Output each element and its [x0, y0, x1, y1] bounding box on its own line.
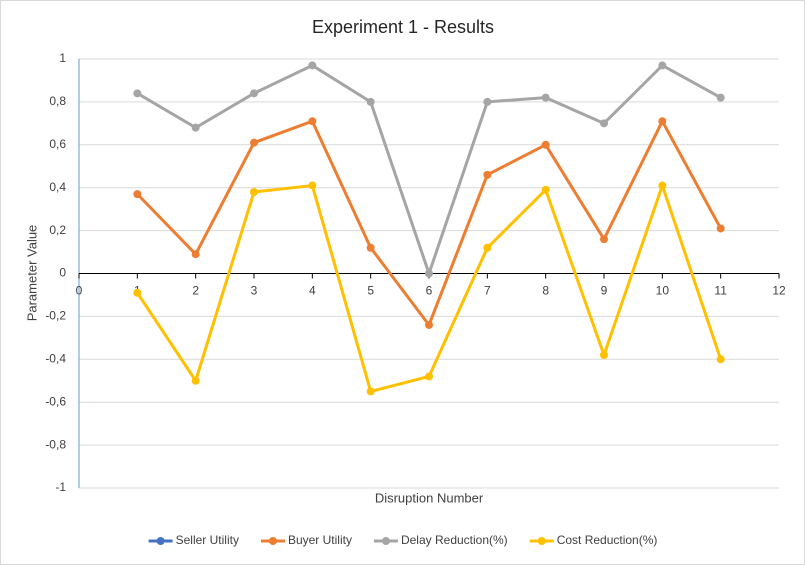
data-point: [308, 181, 317, 190]
legend-marker: [381, 537, 390, 545]
legend-item: Cost Reduction(%): [529, 533, 658, 547]
data-point: [308, 117, 317, 126]
x-tick-label: 9: [601, 284, 608, 298]
data-point: [425, 320, 433, 329]
data-point: [541, 185, 550, 194]
x-tick-label: 10: [656, 284, 670, 298]
data-point: [366, 387, 375, 396]
x-tick-label: 8: [542, 284, 549, 298]
y-tick-label: 0,8: [49, 94, 66, 108]
chart-title: Experiment 1 - Results: [312, 17, 494, 37]
legend-marker: [537, 537, 546, 545]
data-point: [133, 288, 142, 297]
data-point: [191, 376, 200, 385]
y-tick-label: 0: [59, 266, 66, 280]
data-point: [191, 250, 200, 259]
data-point: [541, 140, 550, 149]
y-tick-label: -0,4: [45, 351, 66, 365]
x-tick-label: 11: [714, 284, 727, 298]
data-point: [600, 351, 608, 360]
data-point: [425, 269, 433, 278]
data-point: [483, 170, 492, 179]
data-point: [541, 93, 550, 102]
data-point: [658, 117, 667, 126]
x-tick-label: 0: [76, 284, 83, 298]
data-point: [716, 355, 725, 364]
legend-item: Seller Utility: [148, 533, 239, 547]
data-point: [366, 97, 375, 106]
data-point: [658, 181, 667, 190]
legend-label: Delay Reduction(%): [401, 533, 508, 547]
data-point: [425, 372, 433, 381]
x-tick-label: 7: [484, 284, 491, 298]
y-tick-label: 0,4: [49, 180, 66, 194]
y-tick-label: -0,2: [45, 309, 66, 323]
data-point: [191, 123, 200, 132]
data-point: [366, 243, 375, 252]
data-point: [658, 61, 667, 70]
x-axis-title: Disruption Number: [375, 490, 484, 505]
data-point: [600, 235, 608, 244]
data-point: [483, 243, 492, 252]
y-tick-label: -0,6: [45, 394, 66, 408]
x-tick-label: 4: [309, 284, 316, 298]
data-point: [483, 97, 492, 106]
x-tick-label: 2: [192, 284, 199, 298]
data-point: [600, 119, 608, 128]
x-tick-label: 6: [426, 284, 433, 298]
y-tick-label: -0,8: [45, 437, 66, 451]
data-point: [133, 89, 142, 98]
x-tick-label: 12: [772, 284, 786, 298]
data-point: [250, 187, 258, 196]
data-point: [250, 138, 258, 147]
x-tick-label: 5: [367, 284, 374, 298]
legend-marker: [156, 537, 165, 545]
legend-label: Buyer Utility: [288, 533, 352, 547]
data-point: [250, 89, 258, 98]
data-point: [308, 61, 317, 70]
y-axis-title: Parameter Value: [24, 225, 39, 322]
y-tick-label: 1: [59, 51, 66, 65]
legend-marker: [268, 537, 277, 545]
x-tick-label: 3: [251, 284, 258, 298]
data-point: [133, 190, 142, 199]
y-tick-label: 0,2: [49, 223, 66, 237]
legend-label: Seller Utility: [176, 533, 239, 547]
legend-item: Delay Reduction(%): [373, 533, 508, 547]
legend-label: Cost Reduction(%): [557, 533, 658, 547]
legend-item: Buyer Utility: [260, 533, 352, 547]
y-tick-label: -1: [55, 480, 66, 494]
y-tick-label: 0,6: [49, 137, 66, 151]
data-point: [716, 93, 725, 102]
data-point: [716, 224, 725, 233]
